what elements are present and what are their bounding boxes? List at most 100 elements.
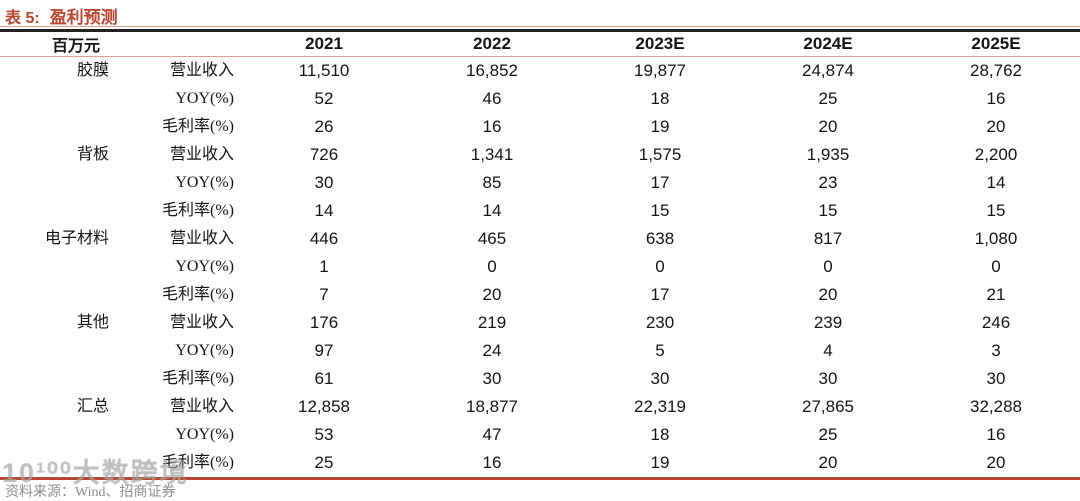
value-cell: 638: [645, 229, 675, 248]
value-cell: 1,575: [638, 145, 682, 164]
value-cell: 21: [986, 285, 1006, 304]
value-cell: 24,874: [802, 61, 855, 80]
value-cell: 15: [650, 201, 670, 220]
value-cell: 15: [986, 201, 1006, 220]
value-cell: 5: [655, 341, 665, 360]
value-cell: 52: [314, 89, 334, 108]
value-cell: 19,877: [634, 61, 687, 80]
value-cell: 15: [818, 201, 838, 220]
table-header: 百万元 2021 2022 2023E 2024E 2025E: [0, 30, 1080, 57]
value-cell: 14: [482, 201, 502, 220]
value-cell: 85: [482, 173, 502, 192]
value-cell: 25: [314, 453, 334, 472]
value-cell: 61: [314, 369, 334, 388]
category-cell: 汇总: [76, 398, 109, 415]
value-cell: 16,852: [466, 61, 519, 80]
metric-cell: 营业收入: [170, 230, 235, 247]
metric-cell: YOY(%): [175, 426, 235, 443]
value-cell: 1: [319, 257, 329, 276]
metric-cell: 营业收入: [170, 398, 235, 415]
metric-cell: YOY(%): [175, 174, 235, 191]
table-row: 毛利率(%) 25 16 19 20 20: [0, 449, 1080, 479]
metric-cell: YOY(%): [175, 258, 235, 275]
value-cell: 20: [818, 285, 838, 304]
value-cell: 53: [314, 425, 334, 444]
value-cell: 22,319: [634, 397, 687, 416]
category-cell: 电子材料: [44, 230, 109, 247]
value-cell: 18,877: [466, 397, 519, 416]
table-row: 背板 营业收入 726 1,341 1,575 1,935 2,200: [0, 141, 1080, 169]
value-cell: 16: [482, 117, 502, 136]
table-row: YOY(%) 53 47 18 25 16: [0, 421, 1080, 449]
table-row: YOY(%) 30 85 17 23 14: [0, 169, 1080, 197]
value-cell: 3: [991, 341, 1001, 360]
source-note: 资料来源：Wind、招商证券: [5, 485, 176, 500]
value-cell: 46: [482, 89, 502, 108]
value-cell: 11,510: [298, 61, 350, 80]
table-row: YOY(%) 52 46 18 25 16: [0, 85, 1080, 113]
value-cell: 26: [314, 117, 334, 136]
value-cell: 24: [482, 341, 502, 360]
metric-cell: 营业收入: [170, 62, 235, 79]
value-cell: 1,935: [806, 145, 850, 164]
value-cell: 446: [309, 229, 339, 248]
value-cell: 47: [482, 425, 502, 444]
table-row: 电子材料 营业收入 446 465 638 817 1,080: [0, 225, 1080, 253]
metric-cell: 毛利率(%): [162, 454, 235, 471]
value-cell: 30: [314, 173, 334, 192]
header-row: 百万元 2021 2022 2023E 2024E 2025E: [0, 30, 1080, 57]
category-cell: 其他: [76, 314, 109, 331]
value-cell: 30: [986, 369, 1006, 388]
table-row: 胶膜 营业收入 11,510 16,852 19,877 24,874 28,762: [0, 57, 1080, 86]
value-cell: 20: [986, 117, 1006, 136]
value-cell: 176: [309, 313, 339, 332]
value-cell: 28,762: [970, 61, 1023, 80]
value-cell: 20: [818, 453, 838, 472]
value-cell: 20: [482, 285, 502, 304]
year-header-2021: 2021: [240, 30, 409, 57]
table-row: 毛利率(%) 26 16 19 20 20: [0, 113, 1080, 141]
table-row: 其他 营业收入 176 219 230 239 246: [0, 309, 1080, 337]
value-cell: 14: [986, 173, 1006, 192]
year-header-2022: 2022: [408, 30, 577, 57]
table-row: 汇总 营业收入 12,858 18,877 22,319 27,865 32,288: [0, 393, 1080, 421]
value-cell: 17: [650, 285, 670, 304]
year-header-2024e: 2024E: [744, 30, 913, 57]
value-cell: 30: [818, 369, 838, 388]
metric-cell: 毛利率(%): [162, 370, 235, 387]
value-cell: 17: [650, 173, 670, 192]
value-cell: 239: [813, 313, 843, 332]
value-cell: 32,288: [970, 397, 1023, 416]
metric-cell: 毛利率(%): [162, 202, 235, 219]
value-cell: 16: [986, 89, 1006, 108]
value-cell: 19: [650, 117, 670, 136]
value-cell: 16: [482, 453, 502, 472]
year-header-2025e: 2025E: [912, 30, 1080, 57]
metric-cell: YOY(%): [175, 90, 235, 107]
table-body: 胶膜 营业收入 11,510 16,852 19,877 24,874 28,762 YOY(…: [0, 57, 1080, 479]
table-row: YOY(%) 97 24 5 4 3: [0, 337, 1080, 365]
value-cell: 219: [477, 313, 507, 332]
value-cell: 1,080: [974, 229, 1018, 248]
category-cell: 背板: [76, 146, 109, 163]
value-cell: 0: [487, 257, 497, 276]
value-cell: 0: [655, 257, 665, 276]
table-row: 毛利率(%) 61 30 30 30 30: [0, 365, 1080, 393]
year-header-2023e: 2023E: [576, 30, 745, 57]
value-cell: 18: [650, 425, 670, 444]
value-cell: 30: [650, 369, 670, 388]
unit-header: 百万元: [0, 30, 241, 57]
value-cell: 20: [818, 117, 838, 136]
value-cell: 30: [482, 369, 502, 388]
metric-cell: YOY(%): [175, 342, 235, 359]
value-cell: 0: [823, 257, 833, 276]
category-cell: 胶膜: [76, 62, 109, 79]
table-row: 毛利率(%) 14 14 15 15 15: [0, 197, 1080, 225]
table-number-label: 表 5:: [5, 10, 40, 27]
metric-cell: 营业收入: [170, 314, 235, 331]
value-cell: 97: [314, 341, 334, 360]
value-cell: 14: [314, 201, 334, 220]
value-cell: 0: [991, 257, 1001, 276]
value-cell: 2,200: [974, 145, 1018, 164]
value-cell: 246: [981, 313, 1011, 332]
